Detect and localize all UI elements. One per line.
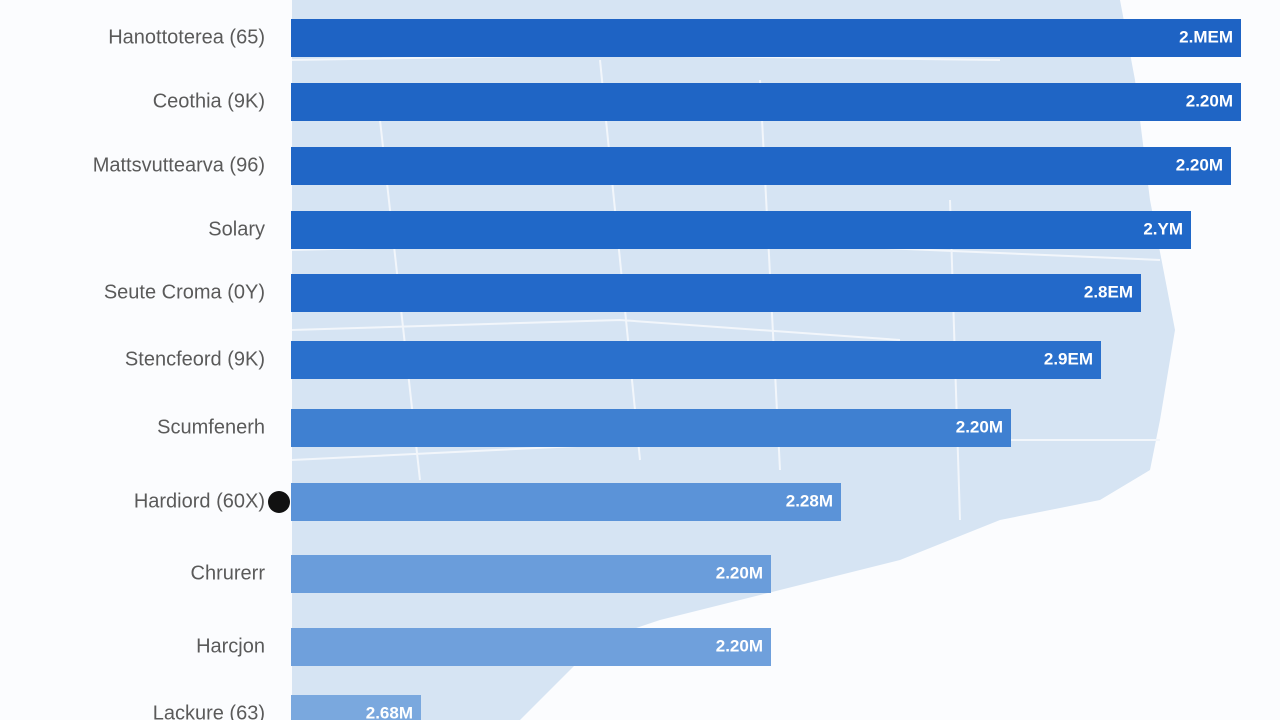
- category-label: Ceothia (9K): [153, 90, 265, 112]
- value-label: 2.9EM: [1044, 349, 1093, 368]
- category-label: Lackure (63): [153, 702, 265, 720]
- bar: [291, 695, 421, 720]
- marker-dot: [268, 491, 290, 513]
- bar: [291, 483, 841, 521]
- value-label: 2.68M: [366, 703, 413, 720]
- category-label: Harcjon: [196, 635, 265, 657]
- bar: [291, 555, 771, 593]
- value-label: 2.MEM: [1179, 27, 1233, 46]
- category-label: Stencfeord (9K): [125, 348, 265, 370]
- category-label: Hardiord (60X): [134, 490, 265, 512]
- value-label: 2.20M: [1186, 91, 1233, 110]
- bar: [291, 211, 1191, 249]
- category-label: Hanottoterea (65): [108, 26, 265, 48]
- value-label: 2.20M: [716, 563, 763, 582]
- bar: [291, 628, 771, 666]
- category-label: Scumfenerh: [157, 416, 265, 438]
- category-label: Chrurerr: [191, 562, 266, 584]
- category-label: Seute Croma (0Y): [104, 281, 265, 303]
- bar: [291, 274, 1141, 312]
- value-label: 2.8EM: [1084, 282, 1133, 301]
- value-label: 2.20M: [956, 417, 1003, 436]
- value-label: 2.YM: [1143, 219, 1183, 238]
- bar: [291, 341, 1101, 379]
- value-label: 2.20M: [1176, 155, 1223, 174]
- bar: [291, 19, 1241, 57]
- category-label: Mattsvuttearva (96): [93, 154, 265, 176]
- bar: [291, 409, 1011, 447]
- category-label: Solary: [208, 218, 265, 240]
- bar: [291, 83, 1241, 121]
- bar: [291, 147, 1231, 185]
- value-label: 2.28M: [786, 491, 833, 510]
- value-label: 2.20M: [716, 636, 763, 655]
